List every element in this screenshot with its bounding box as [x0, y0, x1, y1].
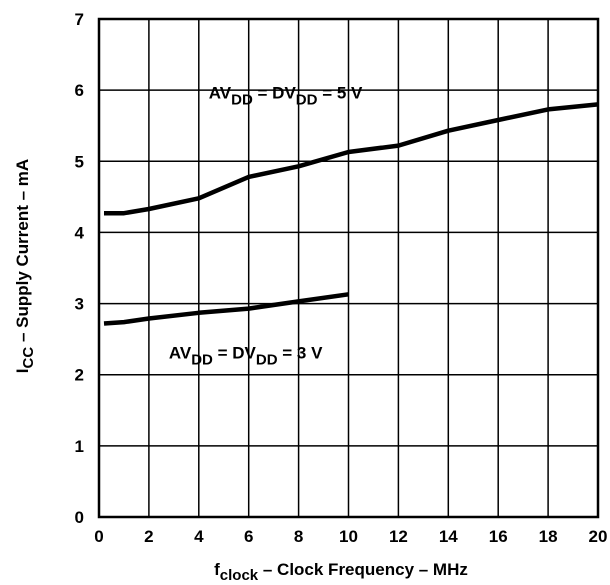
series-line-2 — [103, 292, 349, 326]
x-tick-label: 6 — [244, 527, 253, 546]
y-tick-labels: 0 1 2 3 4 5 6 7 — [75, 10, 85, 527]
x-tick-label: 12 — [389, 527, 408, 546]
y-tick-label: 4 — [75, 223, 85, 242]
x-tick-label: 2 — [144, 527, 153, 546]
series-line-1 — [104, 102, 599, 216]
y-tick-label: 5 — [75, 152, 84, 171]
x-axis-title: fclock – Clock Frequency – MHz — [214, 560, 468, 584]
annotation-text-part: DD — [191, 351, 213, 368]
series-annotation-2: AVDD = DVDD = 3 V — [169, 343, 323, 368]
y-tick-label: 6 — [75, 81, 84, 100]
x-tick-label: 14 — [439, 527, 458, 546]
x-tick-label: 10 — [339, 527, 358, 546]
x-tick-label: 8 — [294, 527, 303, 546]
x-tick-label: 4 — [194, 527, 204, 546]
annotation-text-part: DD — [231, 92, 253, 109]
y-tick-label: 1 — [75, 437, 84, 456]
x-axis-title-rest: – Clock Frequency – MHz — [258, 560, 468, 579]
y-axis-title-rest: – Supply Current – mA — [13, 159, 32, 347]
annotation-text-part: DD — [256, 351, 278, 368]
annotation-text-part: = DV — [213, 343, 257, 362]
x-tick-label: 20 — [589, 527, 608, 546]
x-axis-title-sub: clock — [220, 567, 259, 584]
annotation-text-part: AV — [169, 343, 192, 362]
y-tick-label: 2 — [75, 366, 84, 385]
annotation-text-part: = 3 V — [278, 343, 324, 362]
y-tick-label: 0 — [75, 508, 84, 527]
y-tick-label: 3 — [75, 295, 84, 314]
y-axis-title-main: I — [13, 368, 32, 373]
series-group — [103, 102, 599, 326]
annotation-text-part: = 5 V — [317, 84, 363, 103]
x-tick-label: 16 — [489, 527, 508, 546]
annotation-text-part: = DV — [253, 84, 297, 103]
y-axis-title: ICC – Supply Current – mA — [13, 159, 37, 373]
y-tick-label: 7 — [75, 10, 84, 29]
annotation-text-part: DD — [296, 92, 318, 109]
y-axis-title-sub: CC — [20, 347, 37, 369]
x-tick-label: 18 — [539, 527, 558, 546]
series-annotation-1: AVDD = DVDD = 5 V — [209, 84, 363, 109]
plot-frame — [97, 17, 600, 519]
x-tick-labels: 0 2 4 6 8 10 12 14 16 18 20 — [94, 527, 607, 546]
x-tick-label: 0 — [94, 527, 103, 546]
x-axis-title-main: f — [214, 560, 220, 579]
plot-border — [97, 17, 600, 519]
annotation-text-part: AV — [209, 84, 232, 103]
